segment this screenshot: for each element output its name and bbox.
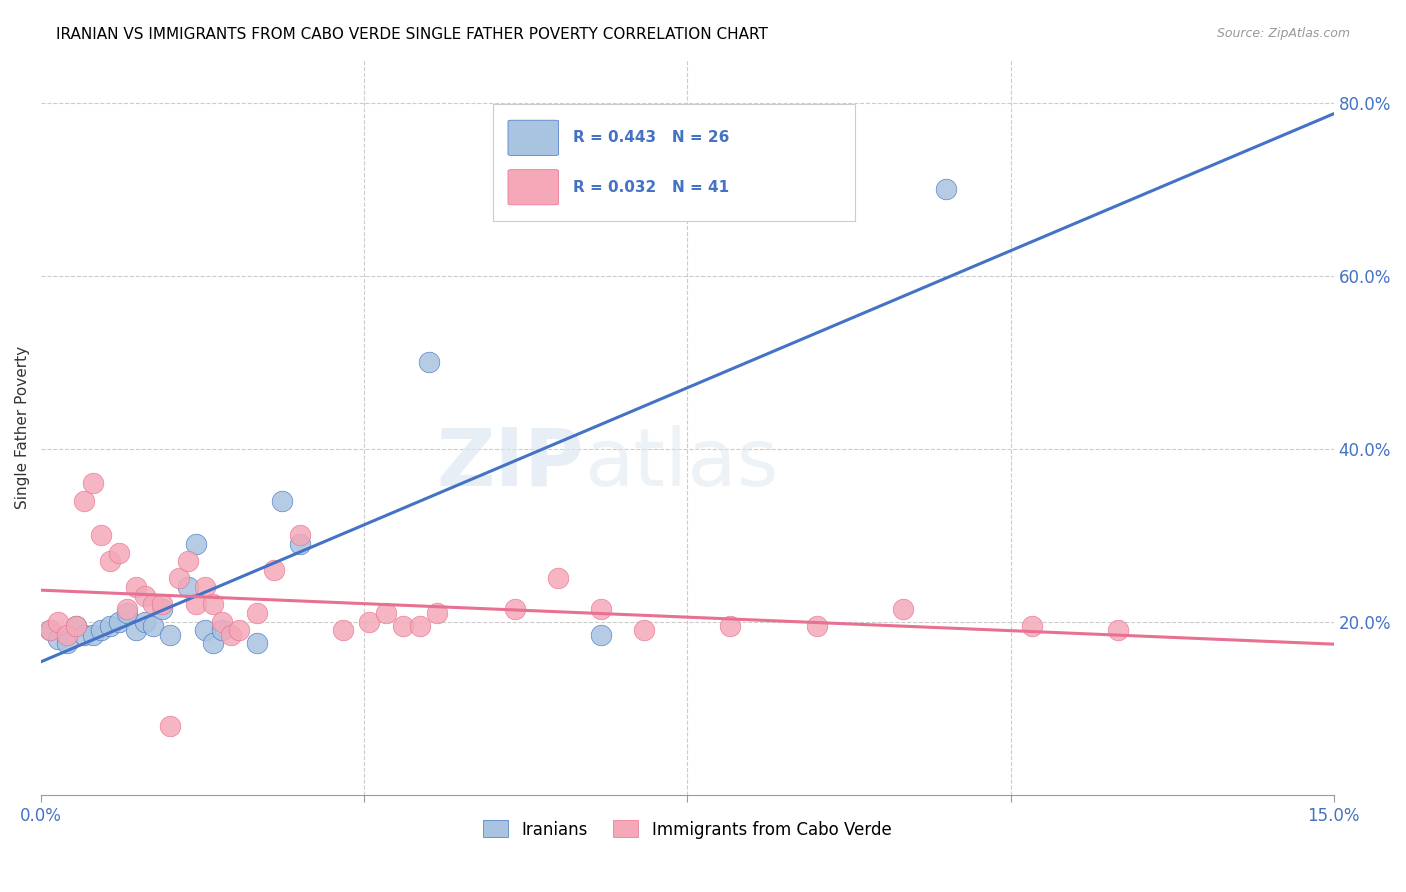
Point — [125, 580, 148, 594]
Point — [56, 636, 79, 650]
Point — [418, 355, 440, 369]
Point — [806, 619, 828, 633]
Point — [374, 606, 396, 620]
Point — [288, 528, 311, 542]
Point — [332, 624, 354, 638]
Point — [125, 624, 148, 638]
Point — [82, 628, 104, 642]
Point — [194, 624, 217, 638]
Point — [56, 628, 79, 642]
Point — [65, 619, 87, 633]
Point — [202, 598, 225, 612]
Point — [107, 615, 129, 629]
Point — [245, 636, 267, 650]
Point — [720, 619, 742, 633]
Point — [134, 589, 156, 603]
Point — [426, 606, 449, 620]
Text: Source: ZipAtlas.com: Source: ZipAtlas.com — [1216, 27, 1350, 40]
Point — [176, 580, 198, 594]
Legend: Iranians, Immigrants from Cabo Verde: Iranians, Immigrants from Cabo Verde — [477, 814, 898, 846]
Point — [219, 628, 242, 642]
Point — [117, 601, 139, 615]
Point — [547, 572, 569, 586]
Point — [245, 606, 267, 620]
Point — [271, 493, 294, 508]
Y-axis label: Single Father Poverty: Single Father Poverty — [15, 345, 30, 508]
Point — [357, 615, 380, 629]
Point — [633, 624, 655, 638]
Text: IRANIAN VS IMMIGRANTS FROM CABO VERDE SINGLE FATHER POVERTY CORRELATION CHART: IRANIAN VS IMMIGRANTS FROM CABO VERDE SI… — [56, 27, 768, 42]
Point — [117, 606, 139, 620]
Text: atlas: atlas — [583, 425, 779, 503]
Point — [1107, 624, 1129, 638]
Point — [90, 624, 112, 638]
Point — [591, 628, 613, 642]
Point — [288, 537, 311, 551]
Point — [73, 628, 96, 642]
Point — [65, 619, 87, 633]
Point — [98, 554, 121, 568]
Point — [392, 619, 415, 633]
Point — [142, 598, 165, 612]
Point — [159, 628, 181, 642]
Point — [98, 619, 121, 633]
Point — [186, 598, 208, 612]
Text: ZIP: ZIP — [437, 425, 583, 503]
Point — [159, 718, 181, 732]
Point — [46, 632, 69, 646]
Point — [73, 493, 96, 508]
Point — [90, 528, 112, 542]
Point — [134, 615, 156, 629]
Point — [150, 601, 173, 615]
Point — [1021, 619, 1043, 633]
Point — [202, 636, 225, 650]
Point — [82, 476, 104, 491]
Point — [46, 615, 69, 629]
Point — [228, 624, 250, 638]
Point — [891, 601, 914, 615]
Point — [176, 554, 198, 568]
Point — [503, 601, 526, 615]
Point — [38, 624, 60, 638]
Point — [263, 563, 285, 577]
Point — [591, 601, 613, 615]
Point — [935, 182, 957, 196]
Point — [107, 545, 129, 559]
Point — [409, 619, 432, 633]
Point — [194, 580, 217, 594]
Point — [38, 624, 60, 638]
Point — [211, 624, 233, 638]
Point — [211, 615, 233, 629]
Point — [167, 572, 190, 586]
Point — [150, 598, 173, 612]
Point — [142, 619, 165, 633]
Point — [186, 537, 208, 551]
